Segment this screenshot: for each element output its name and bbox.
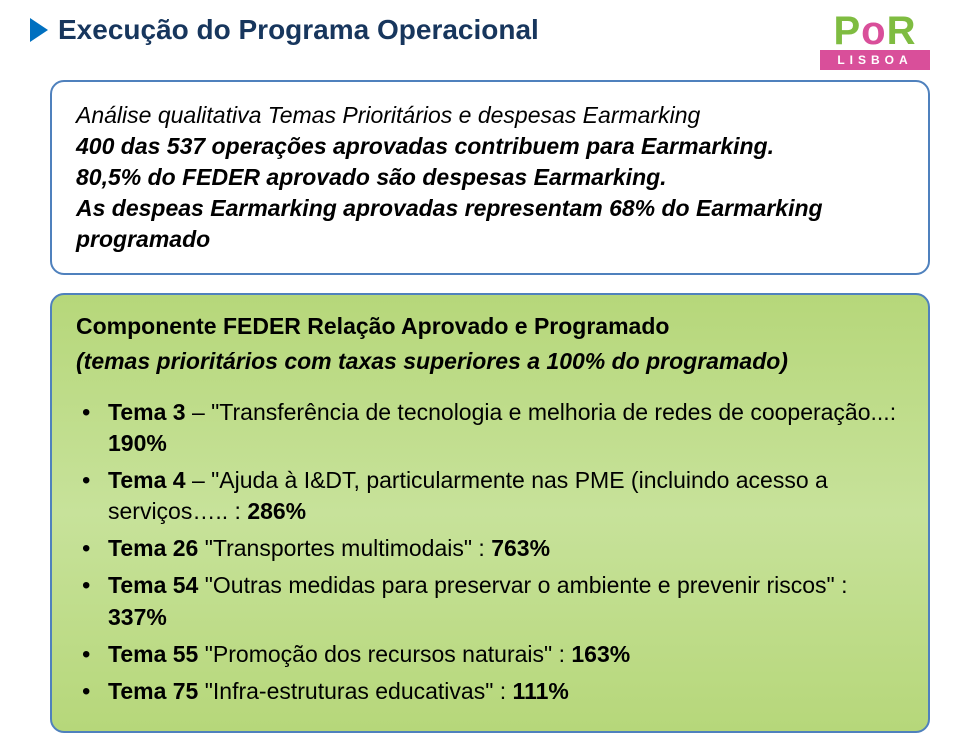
logo: PoR LISBOA	[820, 14, 930, 70]
item-value: 337%	[108, 604, 167, 630]
item-value: 163%	[571, 641, 630, 667]
arrow-icon	[30, 18, 48, 42]
main-heading: Componente FEDER Relação Aprovado e Prog…	[76, 313, 904, 340]
item-label: Tema 4	[108, 467, 186, 493]
title-block: Execução do Programa Operacional	[30, 14, 539, 46]
logo-letter-o: o	[861, 14, 886, 48]
logo-letter-r: R	[887, 9, 917, 53]
bullet-list: Tema 3 – "Transferência de tecnologia e …	[76, 397, 904, 706]
item-text: "Outras medidas para preservar o ambient…	[198, 572, 847, 598]
main-subheading: (temas prioritários com taxas superiores…	[76, 348, 904, 375]
item-value: 111%	[513, 678, 569, 704]
page-title: Execução do Programa Operacional	[58, 14, 539, 46]
item-label: Tema 26	[108, 535, 198, 561]
list-item: Tema 55 "Promoção dos recursos naturais"…	[82, 639, 904, 670]
intro-line2: 400 das 537 operações aprovadas contribu…	[76, 131, 904, 162]
item-text: "Infra-estruturas educativas" :	[198, 678, 512, 704]
item-value: 286%	[247, 498, 306, 524]
intro-line1: Análise qualitativa Temas Prioritários e…	[76, 100, 904, 131]
item-text: "Transportes multimodais" :	[198, 535, 491, 561]
logo-bottom: LISBOA	[820, 50, 930, 70]
item-label: Tema 75	[108, 678, 198, 704]
item-label: Tema 54	[108, 572, 198, 598]
item-text: – "Transferência de tecnologia e melhori…	[186, 399, 897, 425]
intro-line4: As despeas Earmarking aprovadas represen…	[76, 193, 904, 255]
header: Execução do Programa Operacional PoR LIS…	[0, 0, 960, 70]
item-text: – "Ajuda à I&DT, particularmente nas PME…	[108, 467, 828, 524]
item-label: Tema 3	[108, 399, 186, 425]
list-item: Tema 3 – "Transferência de tecnologia e …	[82, 397, 904, 459]
list-item: Tema 4 – "Ajuda à I&DT, particularmente …	[82, 465, 904, 527]
item-value: 763%	[491, 535, 550, 561]
list-item: Tema 26 "Transportes multimodais" : 763%	[82, 533, 904, 564]
item-label: Tema 55	[108, 641, 198, 667]
logo-top: PoR	[820, 14, 930, 48]
logo-letter-p: P	[833, 9, 861, 53]
intro-box: Análise qualitativa Temas Prioritários e…	[50, 80, 930, 275]
list-item: Tema 75 "Infra-estruturas educativas" : …	[82, 676, 904, 707]
content: Análise qualitativa Temas Prioritários e…	[0, 70, 960, 753]
intro-line3: 80,5% do FEDER aprovado são despesas Ear…	[76, 162, 904, 193]
list-item: Tema 54 "Outras medidas para preservar o…	[82, 570, 904, 632]
main-box: Componente FEDER Relação Aprovado e Prog…	[50, 293, 930, 732]
item-text: "Promoção dos recursos naturais" :	[198, 641, 571, 667]
item-value: 190%	[108, 430, 167, 456]
